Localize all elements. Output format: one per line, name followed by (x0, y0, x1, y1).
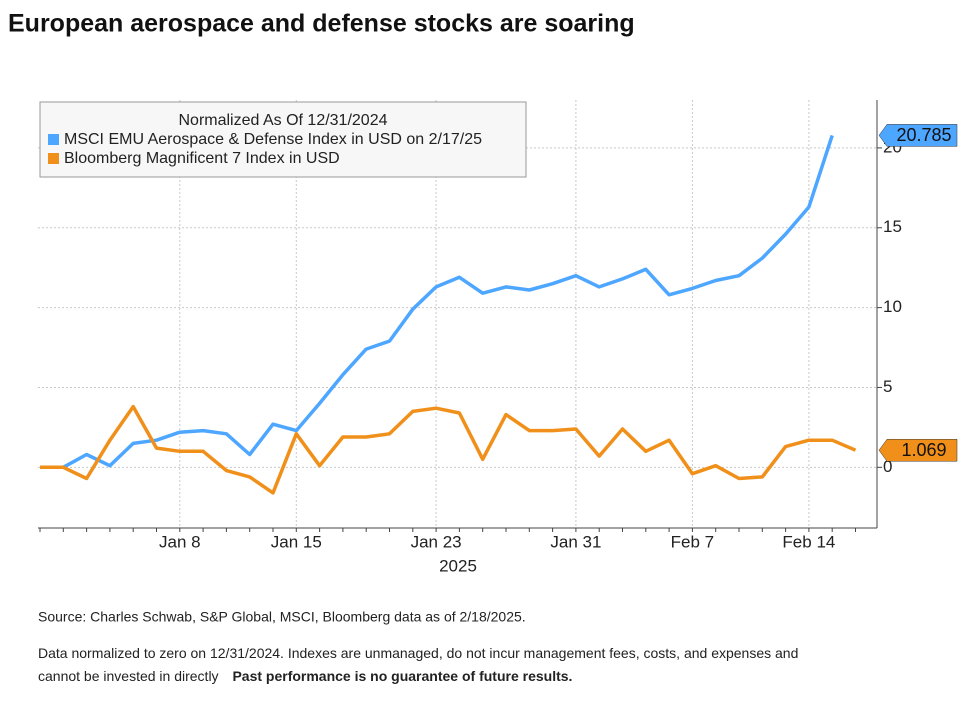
note-line: cannot be invested in directly (38, 668, 219, 684)
y-tick-label: 5 (883, 377, 892, 396)
value-label: 20.785 (896, 125, 951, 145)
y-tick-label: 0 (883, 457, 892, 476)
value-tag (878, 124, 958, 147)
legend-swatch (48, 134, 59, 145)
x-tick-label: Jan 8 (159, 532, 201, 551)
value-tag (878, 438, 958, 462)
x-tick-label: Feb 14 (782, 532, 835, 551)
x-tick-label: Feb 7 (671, 532, 714, 551)
y-tick-label: 10 (883, 297, 902, 316)
note: Data normalized to zero on 12/31/2024. I… (38, 645, 802, 684)
source: Source: Charles Schwab, S&P Global, MSCI… (38, 609, 526, 625)
note-bold: Past performance is no guarantee of futu… (232, 668, 572, 684)
series-line (40, 404, 857, 495)
legend-label: MSCI EMU Aerospace & Defense Index in US… (64, 131, 482, 148)
x-sublabel: 2025 (439, 556, 477, 575)
legend-box (39, 101, 527, 178)
note-line: Data normalized to zero on 12/31/2024. I… (38, 645, 798, 661)
legend-title: Normalized As Of 12/31/2024 (178, 112, 387, 129)
value-label: 1.069 (901, 440, 946, 460)
x-tick-label: Jan 31 (550, 532, 601, 551)
series-line (40, 134, 834, 470)
legend-label: Bloomberg Magnificent 7 Index in USD (64, 150, 340, 167)
y-tick-label: 15 (883, 217, 902, 236)
chart-title: European aerospace and defense stocks ar… (8, 10, 635, 38)
x-tick-label: Jan 23 (411, 532, 462, 551)
x-tick-label: Jan 15 (271, 532, 322, 551)
legend-swatch (48, 153, 59, 164)
